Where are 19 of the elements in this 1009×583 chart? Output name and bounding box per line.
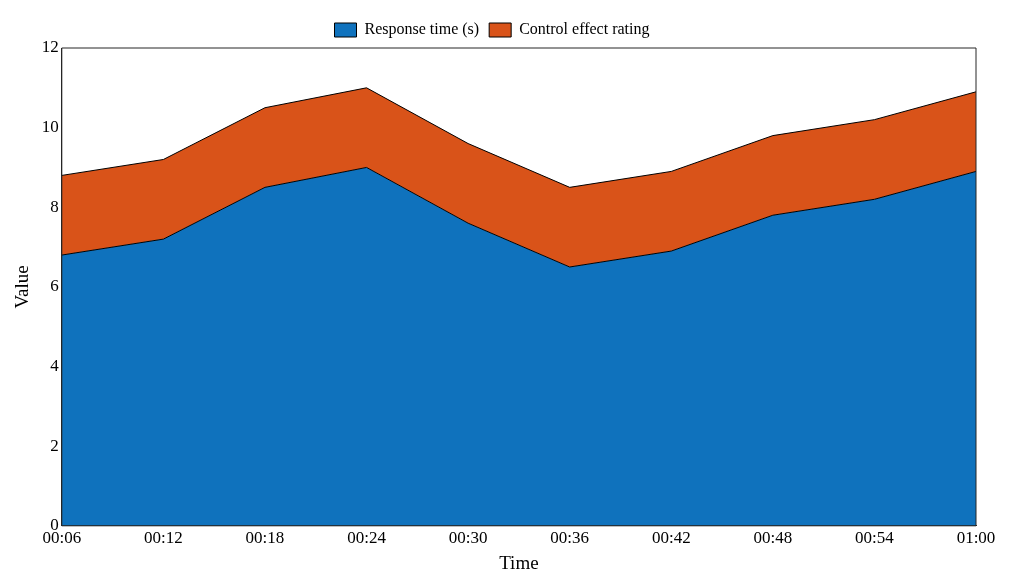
x-tick-label: 00:30 [448, 528, 488, 548]
x-tick-label: 00:54 [855, 528, 895, 548]
y-tick-label: 8 [50, 196, 59, 216]
y-tick-label: 10 [41, 117, 59, 137]
y-tick-label: 12 [41, 37, 59, 57]
x-tick-label: 00:18 [245, 528, 285, 548]
x-tick-label: 01:00 [956, 528, 996, 548]
y-tick-label: 4 [50, 356, 60, 375]
legend-label: Response time (s) [364, 20, 480, 39]
x-axis-title: Time [499, 551, 539, 573]
y-tick-label: 2 [50, 435, 59, 455]
x-tick-label: 00:42 [651, 528, 691, 548]
y-tick-label: 6 [50, 276, 59, 296]
x-tick-label: 00:48 [753, 528, 793, 548]
y-axis-title: Value [11, 265, 33, 309]
x-tick-label: 00:24 [347, 528, 387, 548]
legend-label: Control effect rating [519, 20, 650, 39]
x-tick-label: 00:36 [550, 528, 590, 548]
x-tick-label: 00:12 [144, 528, 183, 548]
